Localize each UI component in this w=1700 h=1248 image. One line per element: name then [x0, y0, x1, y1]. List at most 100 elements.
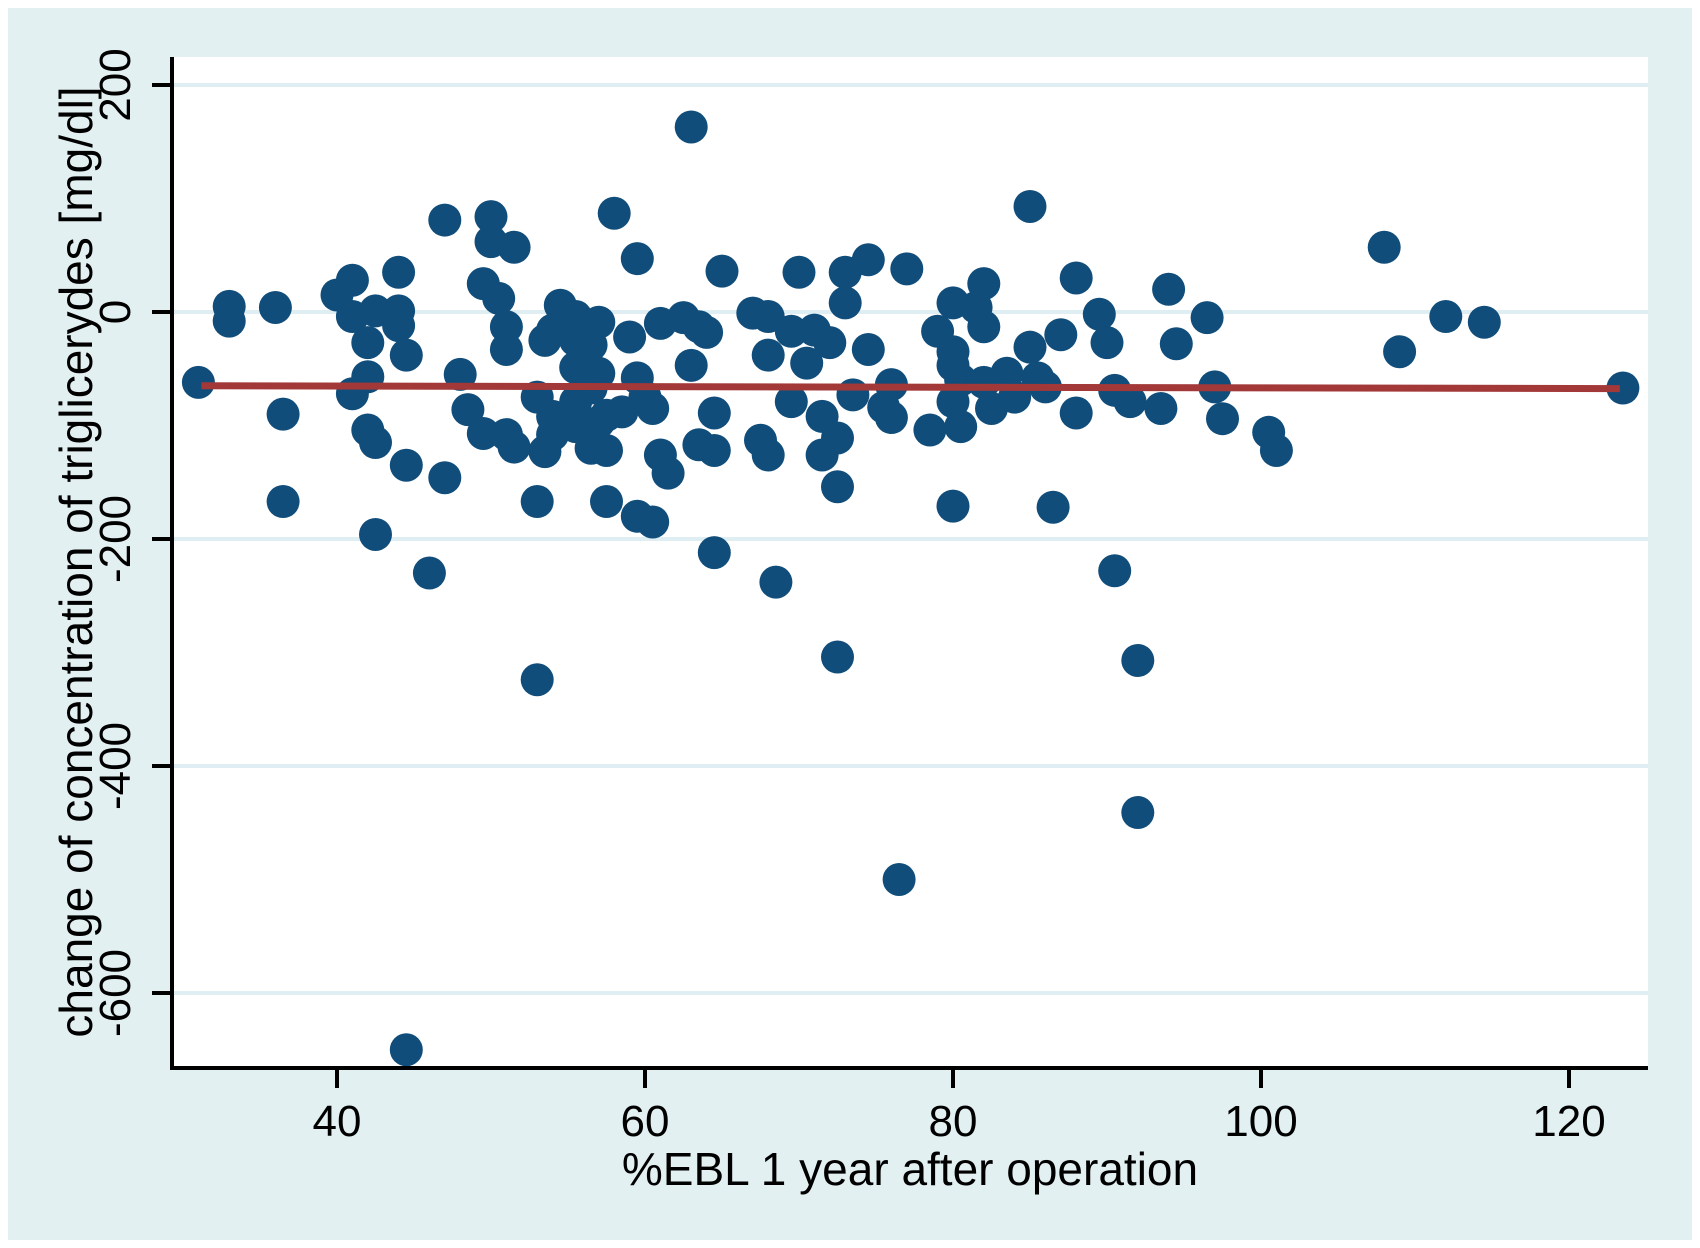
data-point [590, 433, 623, 467]
data-point [359, 517, 392, 551]
data-point [851, 332, 885, 366]
data-point [1144, 391, 1178, 425]
data-point [636, 391, 670, 425]
data-point [266, 397, 300, 431]
data-point [489, 332, 523, 366]
data-point [1367, 230, 1401, 264]
data-point [913, 413, 947, 447]
x-tick-label: 40 [313, 1097, 362, 1146]
data-point [497, 230, 531, 264]
data-point [967, 310, 1001, 344]
x-axis-title: %EBL 1 year after operation [621, 1143, 1199, 1195]
x-tick-label: 120 [1532, 1097, 1605, 1146]
data-point [821, 640, 854, 674]
data-point [489, 310, 523, 344]
data-point [351, 326, 385, 360]
data-point [451, 393, 485, 427]
x-tick-label: 100 [1224, 1097, 1297, 1146]
data-point [1013, 189, 1047, 223]
data-point [636, 505, 670, 539]
y-tick-label: -600 [91, 949, 140, 1037]
data-point [1090, 326, 1124, 360]
data-point [528, 323, 562, 357]
data-point [874, 401, 908, 435]
data-point [1036, 490, 1070, 524]
data-point [359, 426, 392, 460]
data-point [520, 485, 554, 519]
data-point [774, 385, 808, 419]
data-point [335, 263, 369, 297]
data-point [1190, 301, 1224, 335]
data-point [181, 365, 215, 399]
data-point [759, 565, 793, 599]
data-point [1259, 433, 1293, 467]
data-point [520, 663, 554, 697]
data-point [751, 338, 785, 372]
y-tick-label: 0 [91, 300, 140, 324]
data-point [559, 385, 593, 419]
data-point [690, 315, 724, 349]
data-point [1113, 385, 1147, 419]
data-point [1059, 261, 1093, 295]
y-tick-label: -400 [91, 722, 140, 810]
data-point [1121, 643, 1155, 677]
data-point [590, 485, 623, 519]
data-point [697, 433, 731, 467]
data-point [1429, 300, 1463, 334]
data-point [528, 435, 562, 469]
data-point [428, 461, 462, 495]
data-point [882, 863, 916, 896]
y-tick-label: 200 [91, 48, 140, 121]
data-point [821, 421, 854, 455]
data-point [597, 196, 631, 230]
data-point [836, 378, 870, 412]
data-point [412, 556, 446, 590]
data-point [936, 385, 970, 419]
data-point [790, 346, 824, 380]
data-point [890, 252, 924, 286]
trend-line [201, 382, 1620, 393]
data-point [1098, 554, 1132, 588]
data-point [813, 326, 847, 360]
x-tick-label: 80 [929, 1097, 978, 1146]
data-point [674, 348, 708, 382]
y-axis-title: change of concentration of triglicerydes… [50, 86, 102, 1038]
data-point [944, 410, 978, 444]
data-point [382, 255, 416, 289]
data-point [258, 290, 292, 324]
data-point [497, 430, 531, 464]
data-point [782, 255, 816, 289]
data-point [821, 470, 854, 504]
data-point [828, 286, 862, 320]
data-point [389, 338, 423, 372]
data-point [1121, 796, 1155, 830]
data-point [751, 438, 785, 472]
data-point [851, 243, 885, 277]
data-point [389, 448, 423, 482]
data-point [582, 305, 616, 339]
data-point [266, 485, 300, 519]
data-point [1383, 335, 1417, 369]
data-point [697, 536, 731, 570]
data-point [613, 320, 647, 354]
data-point [967, 267, 1001, 301]
data-point [620, 242, 654, 276]
data-point [1159, 327, 1193, 361]
data-point [697, 396, 731, 430]
data-point [1206, 402, 1239, 436]
data-point [705, 254, 739, 288]
x-tick-label: 60 [621, 1097, 670, 1146]
data-point [1606, 371, 1640, 405]
data-point [1013, 330, 1047, 364]
data-point [1044, 318, 1078, 352]
data-point [474, 200, 508, 234]
plot-area [172, 57, 1648, 1068]
y-tick-label: -200 [91, 495, 140, 583]
data-point [1082, 297, 1116, 331]
data-point [1467, 305, 1501, 339]
data-point [651, 456, 685, 490]
data-point [1059, 396, 1093, 430]
data-point [1152, 272, 1186, 306]
